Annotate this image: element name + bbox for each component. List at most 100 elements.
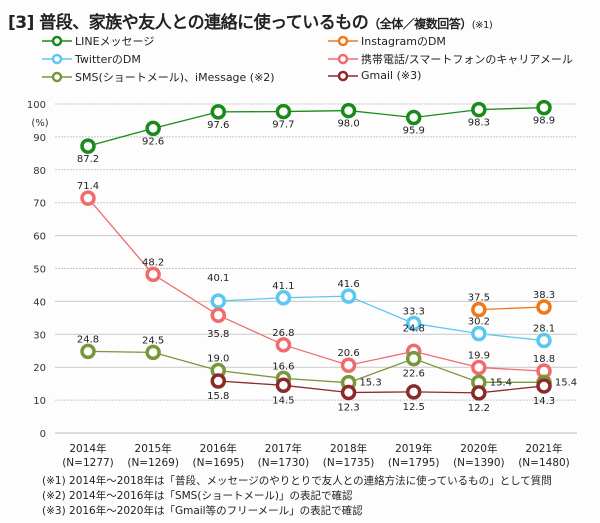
title-main: [3] 普段、家族や友人との連絡に使っているもの [8,13,369,33]
legend-label: Gmail (※3) [361,69,422,82]
data-point [536,299,552,315]
legend-marker-icon [42,71,72,83]
data-label: 15.4 [555,377,577,388]
data-point [471,359,487,376]
series-line [218,380,545,394]
legend-item: TwitterのDM [42,51,141,67]
data-point [340,357,357,373]
y-tick-label: 20 [33,363,46,374]
data-point [405,315,422,332]
chart-title: [3] 普段、家族や友人との連絡に使っているもの（全体／複数回答）(※1) [8,8,493,33]
data-point [145,266,161,283]
footnote-2: (※2) 2014年～2016年は「SMS(ショートメール)」の表記で確認 [42,490,353,502]
data-label: 22.6 [403,369,425,380]
data-label: 98.3 [468,118,490,129]
x-tick-label: 2018年 [330,442,367,455]
data-label: 41.1 [272,281,294,292]
x-tick-n-label: (N=1695) [192,457,244,469]
data-label: 97.7 [272,120,294,131]
data-point [275,290,292,306]
y-tick-label: 90 [33,133,46,144]
data-point [340,102,357,119]
data-label: 12.3 [337,403,359,414]
data-label: 19.9 [468,351,490,362]
legend-label: 携帯電話/スマートフォンのキャリアメール [361,53,573,66]
x-tick-n-label: (N=1269) [127,457,179,469]
data-point [145,120,161,137]
data-label: 14.5 [272,395,294,406]
data-point [275,337,292,353]
data-point [275,103,292,120]
x-tick-n-label: (N=1390) [453,457,505,469]
x-tick-n-label: (N=1735) [323,457,375,469]
data-point [210,104,227,120]
data-label: 16.6 [272,361,294,372]
data-point [536,378,552,394]
data-point [80,343,96,360]
legend-item: Gmail (※3) [328,69,421,82]
legend-marker-icon [328,53,358,65]
data-point [471,301,487,318]
data-point [210,307,227,323]
y-tick-label: 60 [33,232,46,243]
legend-item: SMS(ショートメール)、iMessage (※2) [42,69,275,85]
data-label: 15.4 [490,377,512,388]
legend-marker-icon [328,70,358,81]
data-point [471,101,487,118]
data-label: 20.6 [337,348,359,359]
data-label: 87.2 [77,154,99,165]
x-tick-label: 2015年 [135,442,172,455]
data-label: 33.3 [403,306,425,317]
data-label: 15.3 [359,378,381,389]
data-point [536,332,552,349]
data-point [340,288,357,304]
x-tick-n-label: (N=1795) [388,457,440,469]
x-tick-label: 2019年 [395,442,432,455]
data-point [405,350,422,367]
data-label: 35.8 [207,329,229,340]
legend-marker-icon [328,35,358,47]
data-label: 26.8 [272,328,294,339]
data-label: 30.2 [468,317,490,328]
data-label: 14.3 [533,396,555,407]
data-label: 95.9 [403,125,425,136]
x-tick-n-label: (N=1277) [62,457,114,469]
data-label: 98.9 [533,116,555,127]
series-line [87,350,544,384]
data-label: 12.2 [468,403,490,414]
y-tick-label: 100 [27,100,46,111]
data-label: 40.1 [207,273,229,284]
data-point [471,385,487,401]
data-label: 41.6 [337,279,359,290]
legend-label: SMS(ショートメール)、iMessage (※2) [75,71,275,84]
y-tick-label: 70 [33,199,46,210]
legend-item: InstagramのDM [328,33,446,49]
x-tick-label: 2021年 [525,442,562,455]
x-tick-n-label: (N=1730) [258,457,310,469]
x-tick-n-label: (N=1480) [518,457,570,469]
data-point [340,384,357,401]
legend-item: LINEメッセージ [42,33,154,49]
y-tick-label: 50 [33,265,46,276]
data-label: 71.4 [77,181,99,192]
data-label: 12.5 [403,402,425,413]
data-label: 98.0 [337,119,359,130]
data-label: 24.8 [403,323,425,334]
footnote-3: (※3) 2016年～2020年は「Gmail等のフリーメール」の表記で確認 [42,505,363,517]
legend-label: InstagramのDM [361,35,446,48]
data-label: 24.5 [142,335,164,346]
series-line [87,197,545,372]
data-point [405,109,422,126]
data-label: 24.8 [77,334,99,345]
title-sub: （全体／複数回答） [368,17,472,31]
footnote-1: (※1) 2014年～2018年は「普段、メッセージのやりとりで友人との連絡方法… [42,475,552,487]
title-note: (※1) [471,20,493,31]
y-tick-label: 0 [40,429,46,440]
series-line [218,295,545,342]
data-point [210,373,227,389]
y-tick-label: 40 [33,297,46,308]
legend-label: LINEメッセージ [75,35,155,48]
x-tick-label: 2017年 [265,442,302,455]
